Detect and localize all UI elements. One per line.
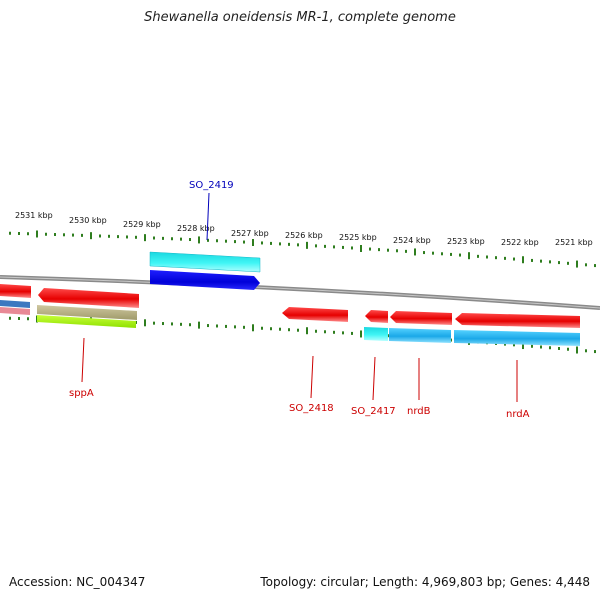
gene-label-sppa[interactable]: sppA — [69, 388, 94, 399]
gene-nrdb-arrow[interactable] — [390, 311, 452, 325]
gene-so2417-cyan-band[interactable] — [364, 327, 388, 341]
leader-so2419 — [206, 192, 210, 241]
scale-label-2530: 2530 kbp — [69, 216, 107, 225]
scale-label-2521: 2521 kbp — [555, 238, 593, 247]
gene-nrda-blue-band[interactable] — [454, 330, 580, 346]
gene-left-partial-blue[interactable] — [0, 300, 30, 308]
gene-so2417-arrow[interactable] — [365, 310, 388, 323]
leader-so2418 — [310, 355, 314, 399]
scale-label-2526: 2526 kbp — [285, 231, 323, 240]
gene-label-so2419[interactable]: SO_2419 — [189, 180, 234, 191]
genome-summary-text: Topology: circular; Length: 4,969,803 bp… — [260, 575, 590, 589]
gene-sppa-arrow[interactable] — [38, 288, 139, 308]
gene-label-nrda[interactable]: nrdA — [506, 409, 530, 420]
scale-label-2523: 2523 kbp — [447, 237, 485, 246]
gene-nrdb-blue-band[interactable] — [389, 328, 451, 343]
leader-sppa — [81, 337, 85, 383]
map-title: Shewanella oneidensis MR-1, complete gen… — [144, 10, 456, 25]
scale-label-2525: 2525 kbp — [339, 233, 377, 242]
gene-label-so2417[interactable]: SO_2417 — [351, 406, 396, 417]
gene-sppa-lime-band[interactable] — [37, 315, 136, 328]
scale-label-2524: 2524 kbp — [393, 236, 431, 245]
gene-label-nrdb[interactable]: nrdB — [407, 406, 431, 417]
scale-label-2531: 2531 kbp — [15, 211, 53, 220]
gene-so2419-arrow[interactable] — [150, 270, 260, 290]
scale-label-2527: 2527 kbp — [231, 229, 269, 238]
gene-labels: SO_2419 sppA SO_2418 SO_2417 nrdB nrdA — [69, 180, 530, 420]
gene-so2419-bar[interactable] — [149, 251, 261, 273]
gene-nrda-arrow[interactable] — [455, 313, 580, 328]
scale-ticks-upper — [9, 230, 596, 268]
scale-label-2529: 2529 kbp — [123, 220, 161, 229]
gene-sppa-olive-band[interactable] — [37, 305, 137, 320]
forward-features — [149, 251, 261, 290]
gene-so2418-arrow[interactable] — [282, 307, 348, 322]
reverse-features — [0, 284, 580, 346]
gene-left-partial-pink[interactable] — [0, 307, 30, 315]
accession-text: Accession: NC_004347 — [9, 575, 146, 589]
gene-left-partial-red[interactable] — [0, 284, 31, 298]
scale-label-2522: 2522 kbp — [501, 238, 539, 247]
gene-label-so2418[interactable]: SO_2418 — [289, 403, 334, 414]
genome-backbone-highlight — [0, 276, 600, 309]
label-leaders — [81, 192, 518, 402]
leader-so2417 — [372, 356, 376, 401]
scale-label-2528: 2528 kbp — [177, 224, 215, 233]
scale-labels: 2531 kbp 2530 kbp 2529 kbp 2528 kbp 2527… — [15, 211, 593, 247]
